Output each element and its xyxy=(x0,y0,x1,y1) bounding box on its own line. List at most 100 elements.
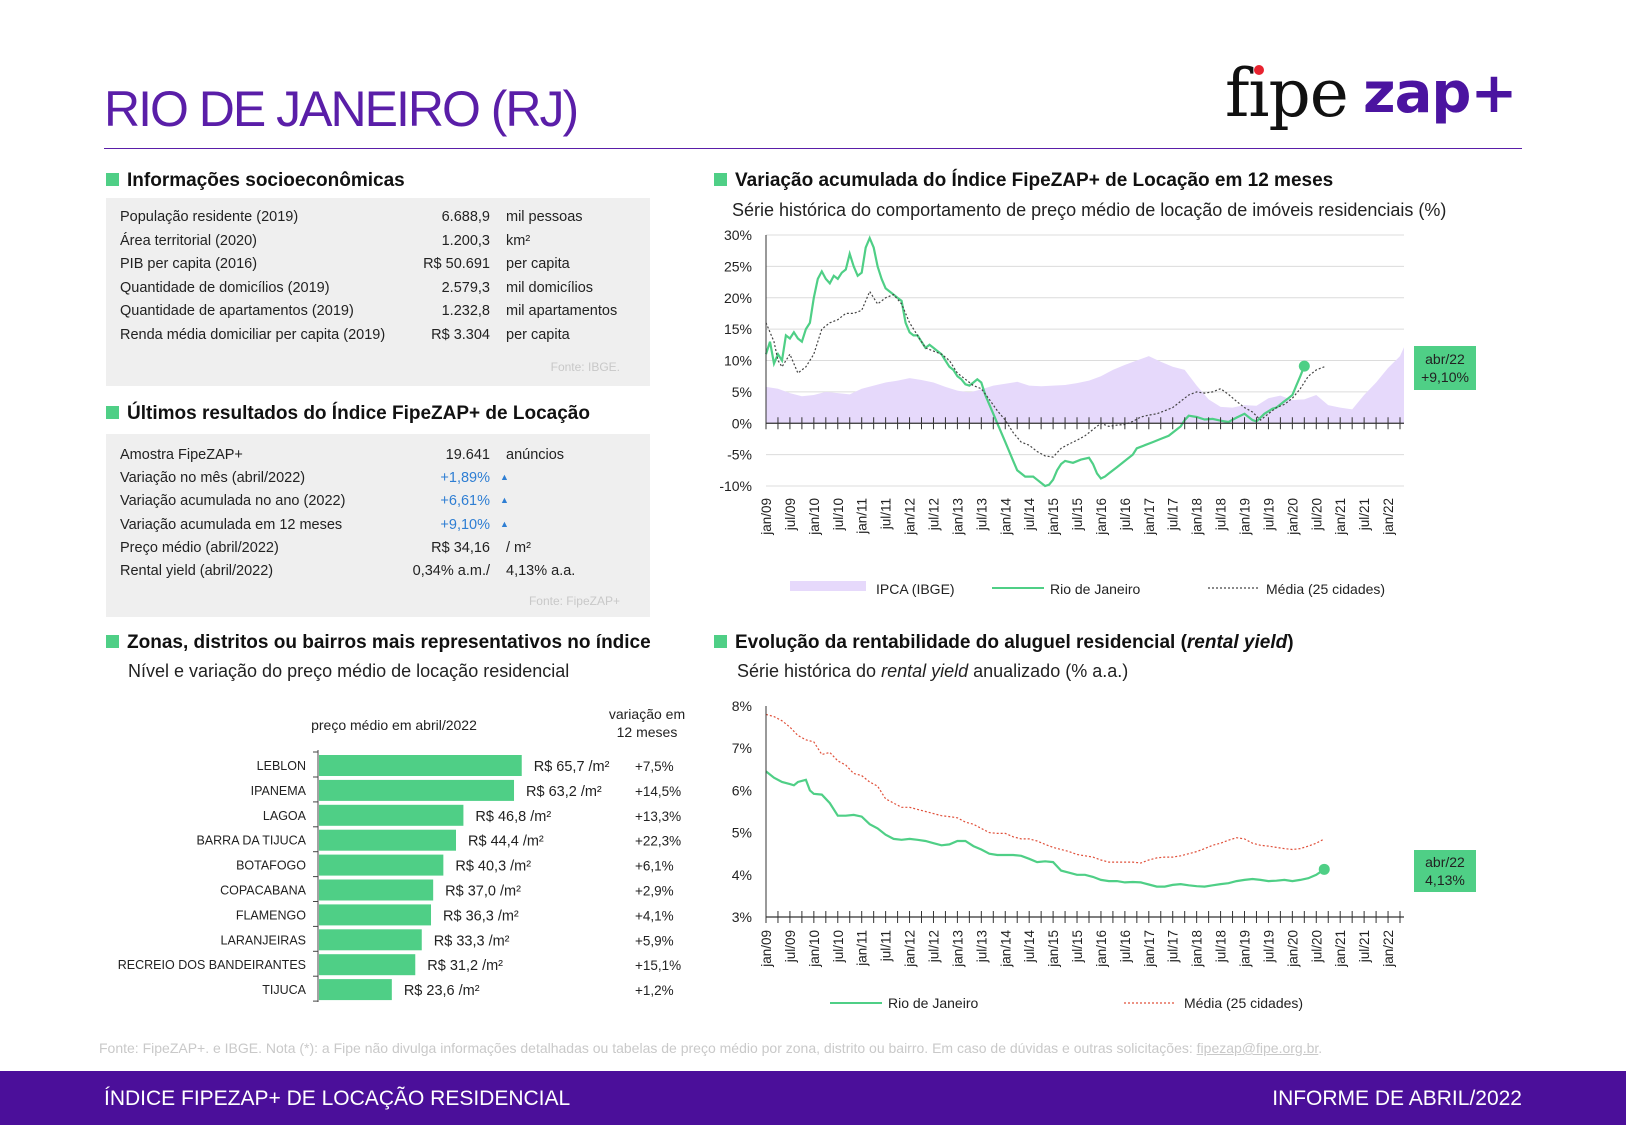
x-tick-label: jul/10 xyxy=(831,498,846,531)
row-unit: km² xyxy=(506,232,531,249)
row-value: 6.688,9 xyxy=(441,209,490,225)
contact-email-link[interactable]: fipezap@fipe.org.br xyxy=(1196,1040,1319,1056)
row-value: 19.641 xyxy=(445,447,490,463)
x-tick-label: jul/11 xyxy=(879,930,894,962)
y-tick-label: 4% xyxy=(732,867,752,883)
bar xyxy=(319,904,432,926)
socio-row: Área territorial (2020) 1.200,3 km² xyxy=(120,233,640,255)
bar-category-label: BOTAFOGO xyxy=(236,859,306,873)
callout-box xyxy=(1414,850,1476,892)
row-unit: 4,13% a.a. xyxy=(506,563,576,579)
bar-category-label: BARRA DA TIJUCA xyxy=(196,834,306,848)
x-tick-label: jul/10 xyxy=(831,930,846,963)
bar-value-label: R$ 65,7 /m² xyxy=(534,759,610,775)
x-tick-label: jul/19 xyxy=(1261,930,1276,963)
socio-row: Quantidade de domicílios (2019) 2.579,3 mi… xyxy=(120,280,640,302)
x-tick-label: jan/15 xyxy=(1046,498,1061,536)
legend-rio-label: Rio de Janeiro xyxy=(888,995,978,1011)
x-tick-label: jul/16 xyxy=(1118,498,1133,531)
x-tick-label: jul/14 xyxy=(1022,930,1037,964)
x-tick-label: jan/18 xyxy=(1190,498,1205,536)
x-tick-label: jan/17 xyxy=(1142,498,1157,536)
bar-variation-label: +2,9% xyxy=(635,884,674,899)
bar-value-label: R$ 63,2 /m² xyxy=(526,784,602,800)
x-tick-label: jan/14 xyxy=(998,498,1013,536)
bar-variation-label: +13,3% xyxy=(635,809,681,824)
x-tick-label: jul/14 xyxy=(1022,498,1037,532)
up-triangle-icon: ▲ xyxy=(500,495,509,506)
bar-category-label: IPANEMA xyxy=(251,784,307,798)
row-label: Quantidade de domicílios (2019) xyxy=(120,279,330,296)
row-label: População residente (2019) xyxy=(120,209,299,225)
row-label: Variação no mês (abril/2022) xyxy=(120,470,306,487)
ultimos-row: Amostra FipeZAP+ 19.641 anúncios xyxy=(120,447,640,469)
bar-value-label: R$ 23,6 /m² xyxy=(404,983,480,999)
bar-variation-label: +1,2% xyxy=(635,983,674,998)
bar xyxy=(319,979,392,1001)
row-label: Rental yield (abril/2022) xyxy=(120,563,274,579)
section-square-icon xyxy=(714,635,727,648)
row-unit: per capita xyxy=(506,256,570,272)
rio-line xyxy=(764,235,1306,488)
x-tick-label: jul/21 xyxy=(1357,498,1372,531)
socio-heading: Informações socioeconômicas xyxy=(106,170,405,192)
bar-variation-label: +22,3% xyxy=(635,834,681,849)
y-tick-label: 7% xyxy=(732,740,752,756)
y-tick-label: 5% xyxy=(732,384,752,400)
bar xyxy=(319,879,434,901)
footer-right: INFORME DE ABRIL/2022 xyxy=(1272,1087,1522,1110)
x-tick-label: jul/13 xyxy=(974,498,989,531)
row-value: 1.200,3 xyxy=(441,232,490,249)
socio-row: Renda média domiciliar per capita (2019)… xyxy=(120,327,640,349)
rio-line xyxy=(765,770,1325,888)
x-tick-label: jan/21 xyxy=(1333,498,1348,536)
x-tick-label: jan/17 xyxy=(1142,930,1157,968)
x-tick-label: jul/12 xyxy=(926,498,941,531)
bar-category-label: LARANJEIRAS xyxy=(221,933,306,947)
ultimos-heading: Últimos resultados do Índice FipeZAP+ de… xyxy=(106,403,590,425)
footer-left: ÍNDICE FIPEZAP+ DE LOCAÇÃO RESIDENCIAL xyxy=(104,1087,571,1110)
rent-index-chart: 30% 25% 20% 15% 10% 5% 0% -5% -10% jan/09 jul/09 ja… xyxy=(719,228,1476,597)
socio-panel: Fonte: IBGE. População residente (2019) 6… xyxy=(106,198,650,386)
page-title: RIO DE JANEIRO (RJ) xyxy=(104,81,579,137)
row-value: +1,89% xyxy=(440,470,490,487)
bar-category-label: RECREIO DOS BANDEIRANTES xyxy=(118,958,306,972)
callout-date: abr/22 xyxy=(1425,351,1465,367)
socio-source: Fonte: IBGE. xyxy=(550,360,620,374)
row-unit: anúncios xyxy=(506,447,565,463)
x-tick-label: jan/10 xyxy=(807,498,822,536)
x-tick-label: jul/20 xyxy=(1309,498,1324,531)
ipca-area xyxy=(766,347,1404,424)
y-tick-label: -10% xyxy=(719,478,752,494)
x-tick-label: jan/10 xyxy=(807,930,822,968)
var-header-1: variação em xyxy=(609,706,685,722)
bar-category-label: LEBLON xyxy=(257,759,306,773)
y-tick-label: 3% xyxy=(732,909,752,925)
row-label: Variação acumulada no ano (2022) xyxy=(120,493,346,510)
bar xyxy=(319,779,515,801)
up-triangle-icon: ▲ xyxy=(500,472,509,483)
ultimos-source: Fonte: FipeZAP+ xyxy=(528,594,620,608)
legend-rio-label: Rio de Janeiro xyxy=(1050,581,1140,597)
bar-category-label: LAGOA xyxy=(263,809,307,823)
legend-media-label: Média (25 cidades) xyxy=(1266,581,1385,597)
x-tick-label: jul/18 xyxy=(1214,930,1229,963)
chart1-subheading: Série histórica do comportamento de preç… xyxy=(732,200,1447,220)
x-tick-label: jul/17 xyxy=(1166,930,1181,963)
x-tick-label: jul/16 xyxy=(1118,930,1133,963)
ultimos-panel: Fonte: FipeZAP+ Amostra FipeZAP+ 19.641 an… xyxy=(106,434,650,617)
section-square-icon xyxy=(106,406,119,419)
ultimos-row: Variação acumulada em 12 meses +9,10% ▲ xyxy=(120,517,640,539)
section-square-icon xyxy=(106,173,119,186)
row-label: Variação acumulada em 12 meses xyxy=(120,516,343,533)
ultimos-row: Variação no mês (abril/2022) +1,89% ▲ xyxy=(120,470,640,492)
bar-value-label: R$ 37,0 /m² xyxy=(445,884,521,900)
y-tick-label: 6% xyxy=(732,782,752,798)
y-tick-label: 8% xyxy=(732,698,752,714)
x-tick-label: jan/15 xyxy=(1046,930,1061,968)
bar-value-label: R$ 44,4 /m² xyxy=(468,834,544,850)
zonas-heading: Zonas, distritos ou bairros mais represe… xyxy=(106,632,651,654)
callout-box xyxy=(1414,346,1476,390)
x-tick-label: jan/13 xyxy=(950,930,965,968)
callout-value: +9,10% xyxy=(1421,369,1469,385)
